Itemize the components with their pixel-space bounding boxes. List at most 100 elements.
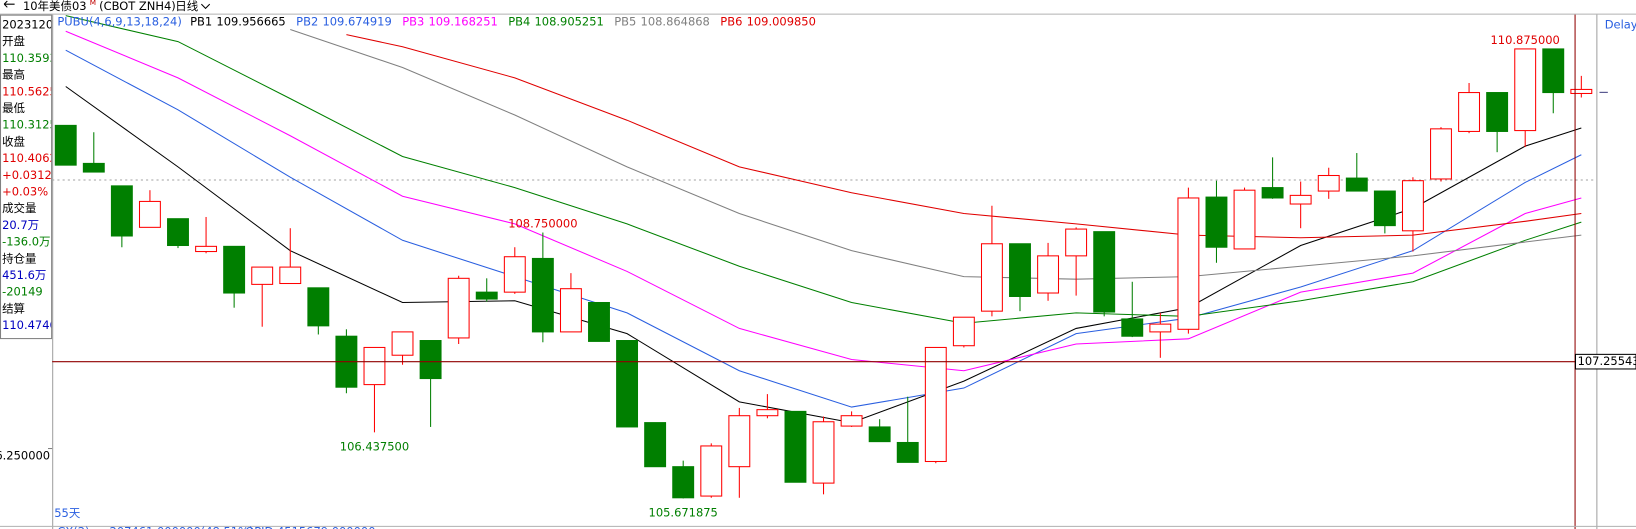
candle-body (195, 245, 218, 253)
info-text: 最低 (2, 101, 25, 115)
extreme-label: 106.437500 (340, 439, 409, 453)
candle-body (1093, 231, 1116, 313)
candle-body (896, 441, 919, 463)
candle-body (952, 316, 975, 347)
title: 10年美债03 (23, 0, 87, 13)
candle-body (1121, 318, 1144, 337)
candle-body (503, 256, 526, 293)
info-panel: 20231205 开盘 110.3593 最高 110.5625 最低 110.3125 收盘… (2, 18, 60, 332)
candle-body (1009, 243, 1031, 297)
candle-body (1177, 197, 1200, 330)
candle-body (167, 218, 189, 247)
y-tick-label: 06.250000 (0, 448, 50, 462)
candle-body (700, 445, 723, 497)
symbol: (CBOT ZNH4) (99, 0, 176, 13)
info-text: -136.0万 (2, 235, 50, 249)
info-text: 110.3593 (2, 51, 57, 65)
legend-value: 109.674919 (322, 14, 391, 28)
overlay: 06.250000 PUBU(4,6,9,13,18,24) PB1 109.9566… (0, 14, 1636, 529)
candle-body (1289, 194, 1312, 205)
indicator-label: PUBU(4,6,9,13,18,24) (57, 14, 181, 28)
candle-body (307, 287, 330, 327)
info-panel-frame (0, 14, 53, 340)
info-text: 20.7万 (2, 218, 39, 232)
info-text: 110.4746 (2, 318, 57, 332)
candle-body (1345, 177, 1368, 192)
candle-body (475, 291, 498, 300)
info-text: 成交量 (2, 201, 36, 215)
candle-body (559, 288, 582, 333)
candle-body (588, 301, 610, 342)
candle-body (1430, 128, 1452, 180)
legend-value: 109.956665 (216, 14, 285, 28)
legend-name: PB2 (296, 14, 318, 28)
candle-body (616, 340, 639, 428)
period-count: 55天 (54, 506, 81, 520)
ma-line (65, 15, 1582, 324)
candle-body (391, 331, 414, 356)
info-text: +0.0312 (2, 168, 52, 182)
candle-body (363, 346, 386, 386)
extreme-label: 105.671875 (649, 506, 718, 520)
candle-body (840, 415, 863, 427)
candle-body (1486, 92, 1509, 132)
candle-body (1065, 228, 1088, 257)
candle-body (110, 185, 133, 237)
candle-body (1458, 92, 1481, 132)
candle-body (1037, 255, 1060, 294)
delay-label: Delay (1605, 18, 1636, 32)
footer-text: CX(2) (57, 525, 89, 529)
ma-line (65, 49, 1582, 408)
footer-text: 207461.000000(48.51%) (110, 525, 254, 529)
candle-body (279, 266, 302, 285)
ma-line (290, 28, 1582, 280)
legend-name: PB6 (720, 14, 742, 28)
candle-body (1570, 88, 1593, 95)
info-text: -20149 (2, 285, 43, 299)
crosshair-label: 107.25543 (1578, 354, 1636, 368)
period[interactable]: 日线 (175, 0, 198, 13)
info-text: 110.5625 (2, 84, 57, 98)
candle-body (980, 243, 1003, 312)
candle-body (1233, 189, 1256, 250)
candle-body (251, 266, 274, 285)
candle-body (54, 124, 77, 166)
extreme-label: 110.875000 (1491, 33, 1560, 47)
candle-body (1373, 190, 1396, 227)
candle-body (1401, 180, 1424, 232)
info-text: 最高 (2, 68, 25, 82)
candle-body (1317, 174, 1340, 192)
candle-body (644, 422, 667, 468)
legend-value: 109.168251 (428, 14, 497, 28)
legend-value: 108.905251 (535, 14, 604, 28)
legend-value: 108.864868 (641, 14, 710, 28)
candle-body (1514, 48, 1537, 132)
candle-body (756, 409, 779, 417)
candle-body (531, 257, 554, 333)
candle-body (672, 466, 695, 499)
info-text: 开盘 (2, 34, 25, 48)
info-text: 110.3125 (2, 118, 57, 132)
info-text: 20231205 (2, 18, 60, 32)
candle-body (924, 346, 947, 463)
legend-name: PB3 (402, 14, 424, 28)
candle-body (1149, 323, 1172, 333)
candle-body (868, 426, 891, 443)
period-chevron[interactable] (201, 3, 211, 10)
candle-body (784, 410, 807, 483)
title-sup: M (90, 0, 96, 7)
candle-body (1542, 48, 1565, 94)
back-icon[interactable] (3, 0, 15, 8)
candle-body (82, 162, 105, 173)
info-text: 451.6万 (2, 268, 46, 282)
extreme-label: 108.750000 (508, 217, 577, 231)
candle-body (728, 415, 751, 468)
info-text: 110.4062 (2, 151, 57, 165)
legend-name: PB5 (614, 14, 636, 28)
candle-body (223, 245, 246, 294)
footer-text: OPID 4515679.000000 (245, 525, 375, 529)
legend-name: PB1 (190, 14, 212, 28)
ma-line (65, 30, 1582, 372)
